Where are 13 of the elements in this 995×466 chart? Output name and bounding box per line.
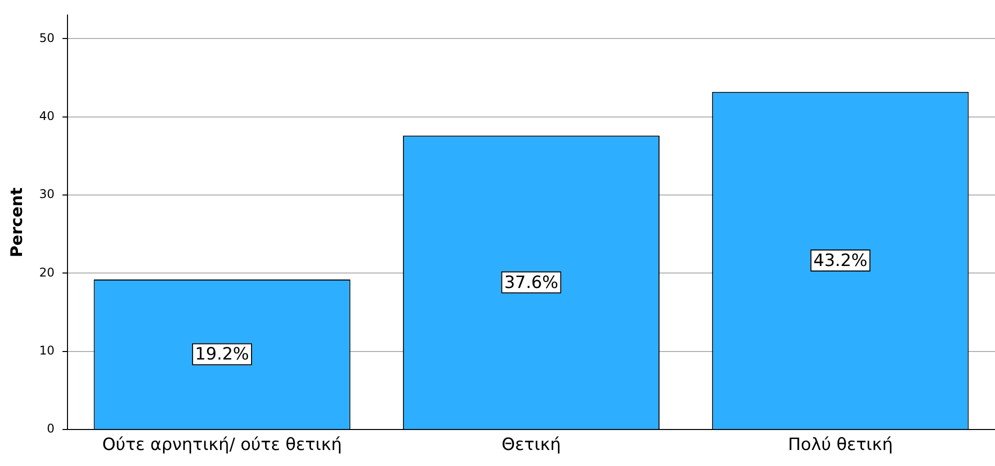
x-tick-label: Θετική bbox=[502, 435, 561, 456]
y-tick-label: 30 bbox=[39, 187, 54, 202]
y-tick-label: 10 bbox=[39, 344, 54, 358]
x-tick-label: Ούτε αρνητική/ ούτε θετική bbox=[102, 435, 342, 456]
y-axis-title: Percent bbox=[6, 187, 26, 258]
x-tick-label: Πολύ θετική bbox=[788, 435, 893, 456]
y-tick-label: 20 bbox=[39, 265, 54, 280]
data-label: 37.6% bbox=[504, 272, 558, 293]
data-label: 43.2% bbox=[813, 250, 868, 271]
y-tick-label: 40 bbox=[39, 108, 54, 123]
y-tick-label: 50 bbox=[39, 30, 54, 45]
y-tick-label: 0 bbox=[46, 422, 54, 436]
data-label: 19.2% bbox=[195, 344, 250, 365]
